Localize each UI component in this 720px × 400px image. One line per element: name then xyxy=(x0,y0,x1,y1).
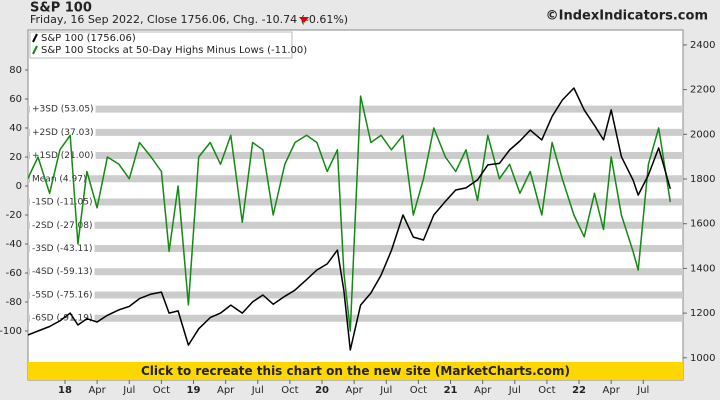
legend: S&P 100 (1756.06)S&P 100 Stocks at 50-Da… xyxy=(29,31,307,59)
sd-band-label: Mean (4.97) xyxy=(32,174,86,184)
x-tick-label: Jul xyxy=(379,385,392,396)
y-tick-label: 20 xyxy=(9,152,22,163)
y-tick-label: -80 xyxy=(6,297,22,308)
banner[interactable]: Click to recreate this chart on the new … xyxy=(28,362,683,380)
y-tick-label: 80 xyxy=(9,65,22,76)
x-tick-label: Apr xyxy=(88,385,106,396)
x-tick-label: Oct xyxy=(153,385,170,396)
sd-band-label-bg xyxy=(30,243,95,255)
y2-tick-label: 1200 xyxy=(690,308,715,319)
legend-box xyxy=(29,31,293,59)
series-line xyxy=(28,87,672,351)
x-tick-label: Jul xyxy=(251,385,264,396)
sd-band-label: -1SD (-11.05) xyxy=(32,198,93,208)
y2-tick-label: 1800 xyxy=(690,174,715,185)
y-tick-label: -100 xyxy=(0,326,22,337)
axes: 80 60 40 20 0 -20 -40 -60 -80 -100 1000 1200 1400 160… xyxy=(0,40,715,396)
legend-swatch xyxy=(32,45,38,55)
lines xyxy=(28,87,672,351)
y2-tick-label: 1600 xyxy=(690,219,715,230)
x-tick-label: 18 xyxy=(58,385,72,396)
sd-band-label-bg xyxy=(30,196,95,208)
y2-tick-label: 1000 xyxy=(690,353,715,364)
credit: ©IndexIndicators.com xyxy=(546,9,708,24)
x-tick-label: 19 xyxy=(187,385,201,396)
x-tick-label: 22 xyxy=(572,385,586,396)
sd-band-label: -3SD (-43.11) xyxy=(32,244,93,254)
sd-band-label: +1SD (21.00) xyxy=(32,151,94,161)
x-tick-label: Oct xyxy=(281,385,298,396)
sd-bands: +3SD (53.05) +2SD (37.03) +1SD (21.00) Mean… xyxy=(28,103,683,324)
sd-band-label: -4SD (-59.13) xyxy=(32,267,93,277)
x-tick-label: Apr xyxy=(345,385,363,396)
sd-band-label-bg xyxy=(30,289,95,301)
x-tick-label: Jul xyxy=(508,385,521,396)
x-tick-label: Apr xyxy=(217,385,235,396)
y2-tick-label: 2200 xyxy=(690,85,715,96)
y-tick-label: 0 xyxy=(16,181,22,192)
banner-link[interactable]: Click to recreate this chart on the new … xyxy=(141,364,570,378)
x-tick-label: Apr xyxy=(603,385,621,396)
sd-band-label-bg xyxy=(30,219,95,231)
sd-band-label: -5SD (-75.16) xyxy=(32,290,93,300)
x-tick-label: Jul xyxy=(122,385,135,396)
sd-band-label: +3SD (53.05) xyxy=(32,105,94,115)
legend-label: S&P 100 (1756.06) xyxy=(41,33,136,44)
y-tick-label: -20 xyxy=(6,210,22,221)
sd-band-label-bg xyxy=(30,126,96,138)
y-tick-label: 60 xyxy=(9,94,22,105)
y-tick-label: 40 xyxy=(9,123,22,134)
x-tick-label: Oct xyxy=(538,385,555,396)
y-tick-label: -40 xyxy=(6,239,22,250)
y2-tick-label: 1400 xyxy=(690,263,715,274)
x-tick-label: 21 xyxy=(444,385,458,396)
sd-band-label: +2SD (37.03) xyxy=(32,128,94,138)
sd-band-label-bg xyxy=(30,266,95,278)
sd-band-label: -2SD (-27.08) xyxy=(32,221,93,231)
y-tick-label: -60 xyxy=(6,268,22,279)
legend-label: S&P 100 Stocks at 50-Day Highs Minus Low… xyxy=(41,45,307,56)
legend-swatch xyxy=(32,33,38,43)
sd-band-label-bg xyxy=(30,150,96,162)
x-tick-label: Oct xyxy=(410,385,427,396)
x-tick-label: Apr xyxy=(474,385,492,396)
x-tick-label: 20 xyxy=(315,385,329,396)
down-arrow xyxy=(299,17,309,23)
sd-band-label-bg xyxy=(30,173,89,185)
sd-band-label-bg xyxy=(30,103,96,115)
banner-background[interactable] xyxy=(28,362,683,380)
chart-subtitle: Friday, 16 Sep 2022, Close 1756.06, Chg.… xyxy=(30,13,348,26)
y2-tick-label: 2400 xyxy=(690,40,715,51)
x-tick-label: Jul xyxy=(636,385,649,396)
y2-tick-label: 2000 xyxy=(690,129,715,140)
chart-title: S&P 100 xyxy=(30,1,92,16)
series-line xyxy=(28,95,672,332)
